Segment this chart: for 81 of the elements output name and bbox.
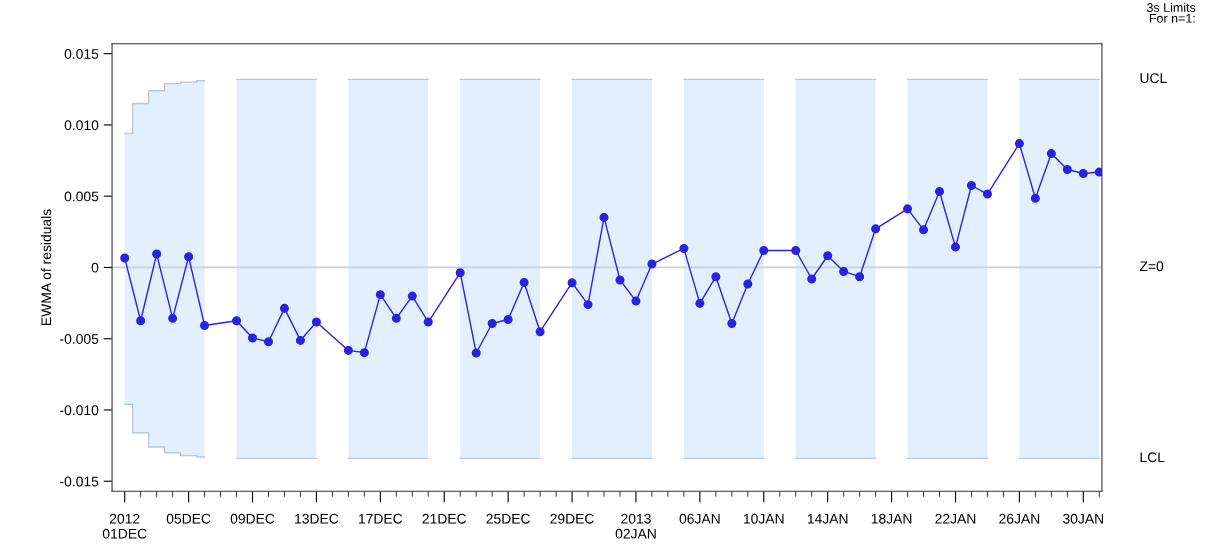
x-tick-label: 14JAN [807, 513, 848, 524]
y-tick-label: -0.010 [60, 405, 99, 416]
point [455, 268, 465, 278]
point [519, 277, 529, 287]
point [407, 291, 417, 301]
point [695, 298, 705, 308]
point [184, 252, 194, 262]
x-tick-label: 05DEC [166, 513, 211, 524]
point [1014, 139, 1024, 149]
point [136, 316, 146, 326]
y-tick-label: -0.005 [60, 334, 99, 344]
x-tick-label: 2012 01DEC [102, 513, 147, 539]
x-tick-label: 09DEC [230, 513, 275, 524]
x-tick-label: 22JAN [935, 513, 976, 524]
point [120, 253, 130, 263]
x-tick-label: 21DEC [422, 513, 467, 524]
point [966, 180, 976, 191]
point [823, 251, 833, 261]
point [950, 242, 961, 252]
x-tick-label: 13DEC [295, 513, 339, 524]
point [487, 318, 497, 328]
x-tick-label: 10JAN [743, 513, 784, 524]
point [471, 348, 481, 358]
x-tick-label: 29DEC [550, 513, 594, 524]
text: 3s Limits For n=1: [1146, 2, 1196, 23]
point [1046, 149, 1056, 159]
point [919, 225, 929, 235]
point [903, 204, 913, 214]
point [711, 272, 721, 282]
x-tick-label: 17DEC [359, 513, 403, 524]
point [807, 274, 817, 284]
point [615, 275, 625, 285]
point [375, 290, 385, 300]
point [311, 317, 321, 327]
x-tick-label: 2013 02JAN [615, 513, 656, 539]
y-tick-label: 0 [91, 262, 99, 273]
x-tick-label: 30JAN [1062, 513, 1104, 524]
point [982, 189, 992, 199]
text: LCL [1140, 452, 1165, 463]
y-tick-label: -0.015 [60, 476, 99, 487]
point [343, 345, 353, 355]
y-tick-label: 0.015 [64, 49, 99, 59]
x-tick-label: 06JAN [679, 513, 720, 524]
text: UCL [1140, 73, 1167, 84]
point [200, 320, 210, 330]
point [743, 279, 753, 289]
point [855, 272, 865, 282]
point [295, 335, 305, 345]
point [759, 245, 769, 256]
y-tick-label: 0.010 [64, 120, 99, 131]
point [423, 317, 433, 327]
point [535, 327, 545, 337]
point [583, 300, 593, 310]
ref-line-label: Z=0 [1139, 261, 1164, 272]
point [263, 337, 274, 347]
point [647, 259, 657, 269]
point [152, 249, 162, 259]
point [391, 313, 401, 323]
x-tick-label: 25DEC [486, 513, 530, 524]
point [1030, 193, 1040, 203]
point [168, 313, 178, 323]
point [631, 296, 641, 306]
x-tick-label: 26JAN [999, 513, 1040, 524]
point [1078, 169, 1088, 179]
y-axis-title: EWMA of residuals [40, 209, 52, 325]
point [248, 333, 258, 343]
point [599, 212, 609, 222]
point [871, 224, 881, 234]
y-tick-label: 0.005 [64, 191, 99, 202]
point [727, 318, 737, 328]
point [503, 314, 513, 324]
point [679, 243, 689, 254]
point [839, 266, 849, 276]
point [567, 278, 577, 288]
point [232, 316, 242, 326]
x-tick-label: 18JAN [871, 513, 912, 524]
point [791, 245, 801, 256]
point [359, 348, 369, 358]
point [279, 303, 289, 313]
point [1062, 165, 1072, 175]
point [935, 186, 945, 197]
